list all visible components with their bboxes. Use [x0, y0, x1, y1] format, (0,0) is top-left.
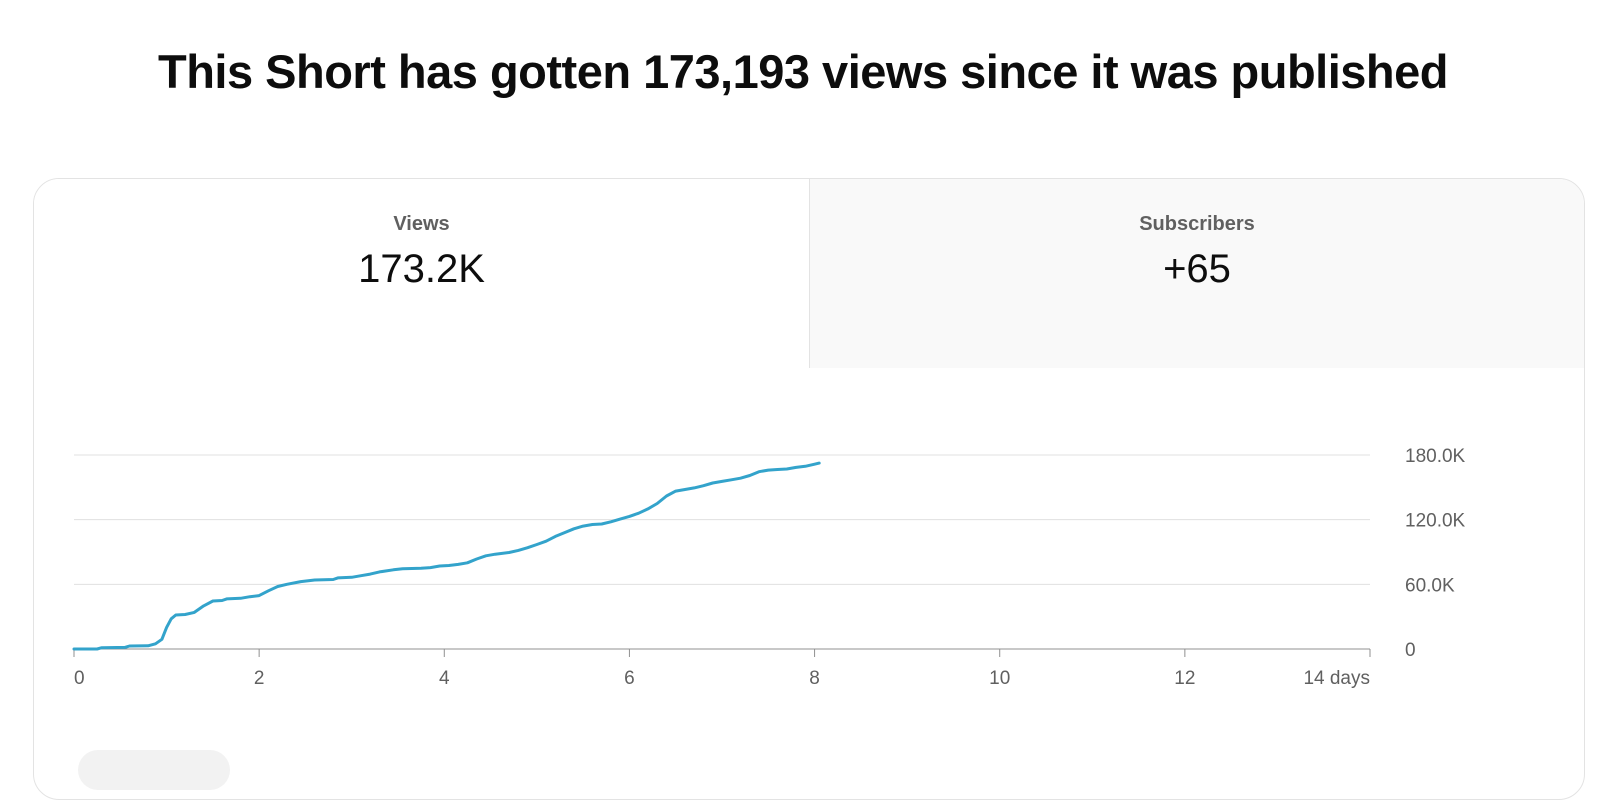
tab-subscribers-value: +65 [1163, 247, 1231, 291]
x-tick-label-7: 14 days [1303, 668, 1370, 689]
tab-views-value: 173.2K [358, 247, 485, 291]
x-tick-layer: 0 2 4 6 8 10 12 14 days [74, 668, 1370, 689]
analytics-card: Views 173.2K Subscribers +65 [33, 178, 1585, 800]
tab-views-label: Views [393, 213, 450, 235]
page-title: This Short has gotten 173,193 views sinc… [157, 45, 1449, 98]
x-tick-label-5: 10 [989, 668, 1010, 689]
y-tick-label-1: 60.0K [1405, 575, 1455, 596]
x-tick-label-4: 8 [809, 668, 820, 689]
line-layer [72, 461, 821, 651]
tab-subscribers[interactable]: Subscribers +65 [809, 179, 1584, 368]
series-line-0 [72, 461, 821, 651]
views-line-chart: 0 2 4 6 8 10 12 14 days 0 60.0K 120.0K 180.0K [72, 446, 1466, 689]
y-tick-label-2: 120.0K [1405, 511, 1466, 532]
x-tick-label-1: 2 [254, 668, 265, 689]
x-tick-label-3: 6 [624, 668, 635, 689]
y-tick-layer: 0 60.0K 120.0K 180.0K [1405, 446, 1466, 661]
y-tick-label-0: 0 [1405, 640, 1416, 661]
tab-subscribers-label: Subscribers [1139, 213, 1255, 235]
x-tick-label-0: 0 [74, 668, 85, 689]
grid-layer [73, 454, 1371, 657]
tab-views[interactable]: Views 173.2K [34, 179, 809, 368]
x-tick-label-2: 4 [439, 668, 450, 689]
filter-chip[interactable] [78, 750, 230, 790]
y-tick-label-3: 180.0K [1405, 446, 1466, 467]
x-tick-label-6: 12 [1174, 668, 1195, 689]
